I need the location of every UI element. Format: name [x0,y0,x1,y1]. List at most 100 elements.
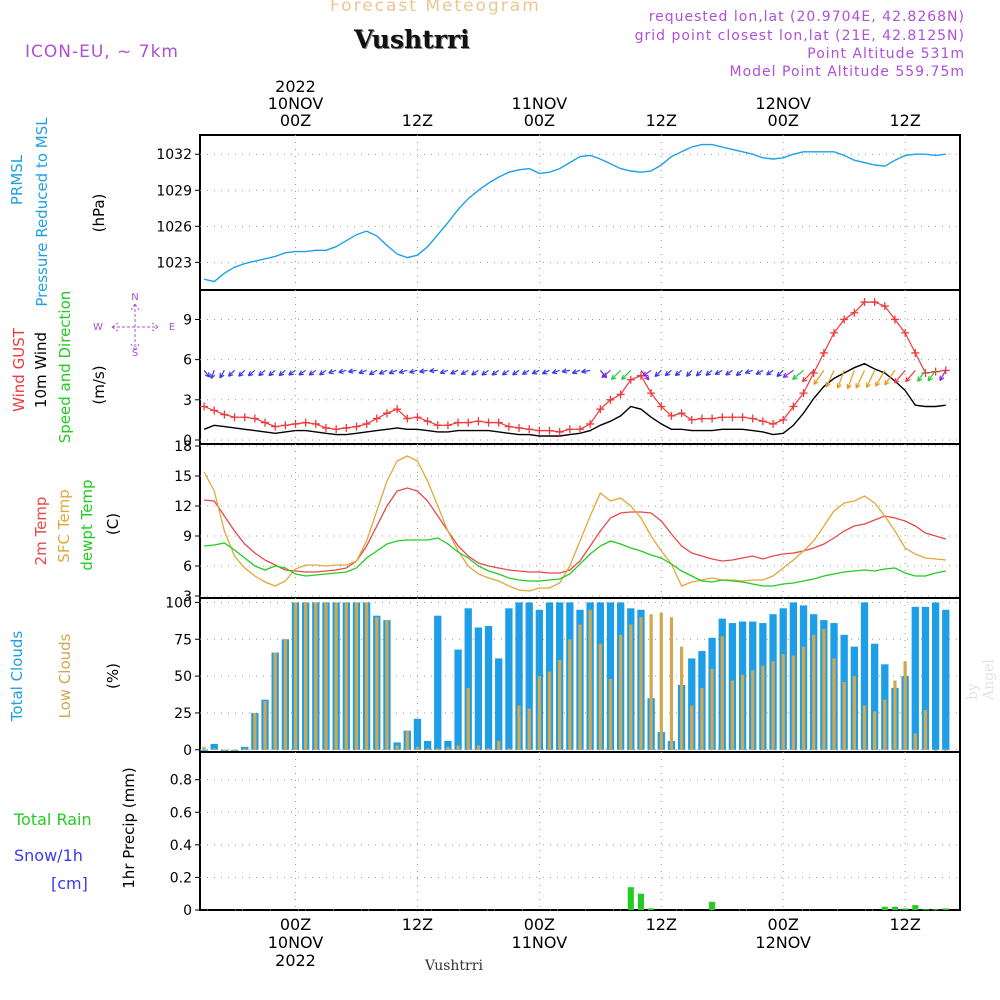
rain-bar [912,905,919,910]
low-cloud-bar [649,614,653,750]
wind-direction-arrow [227,369,235,377]
low-cloud-bar [304,602,308,750]
bottom-time-label: 00Z [768,915,799,934]
low-cloud-bar [507,748,511,750]
gust-marker [484,418,493,427]
low-cloud-bar [415,746,420,750]
wind-direction-arrow [258,369,266,377]
y-tick-label: 1026 [156,219,192,235]
gust-marker [606,395,615,404]
wind-direction-arrow [551,369,560,375]
gust-marker [423,417,432,426]
y-tick-label: 0.8 [170,773,192,789]
total-cloud-bar [515,602,523,750]
watermark: by Angel [965,659,997,700]
gust-marker [515,423,524,432]
compass-north: N [131,292,138,303]
low-cloud-bar [598,643,602,750]
gust-marker [708,414,717,423]
gust-marker [281,421,290,430]
gust-marker [586,419,595,428]
wind-gust-ylabel: Wind GUST [10,327,28,412]
top-time-label: 12Z [402,111,433,130]
pressure-series-line [203,143,946,283]
panel-precipitation: 0 0.2 0.4 0.6 0.8 [170,751,961,919]
gust-marker [545,426,554,435]
low-cloud-bar [537,676,541,750]
low-cloud-bar [395,745,399,750]
gust-marker [454,418,463,427]
bottom-time-label: 00Z [280,915,311,934]
low-cloud-bar [354,602,359,750]
low-cloud-bar [293,602,298,750]
low-cloud-bar [771,661,775,750]
top-time-label: 00Z [524,111,555,130]
wind-direction-arrow [766,369,774,376]
wind-direction-arrow [705,369,713,377]
gust-marker [464,418,473,427]
low-cloud-bar [497,740,501,750]
wind-direction-arrow [388,369,398,375]
wind-direction-arrow [813,370,825,385]
gust-marker [687,415,696,424]
gust-marker [291,419,300,428]
low-cloud-bar [944,749,948,751]
low-cloud-bar [466,687,470,750]
top-time-label: 00Z [768,111,799,130]
wind-direction-arrow [755,369,764,375]
gust-marker [850,308,859,317]
low-cloud-bar [812,634,816,750]
wind-direction-arrow [939,370,947,382]
wind-direction-arrow [378,369,388,375]
low-cloud-bar [436,748,440,750]
total-cloud-bar [423,740,432,750]
low-cloud-bar [619,634,623,750]
wind-direction-arrow [714,369,723,376]
panel-frame [199,289,961,445]
wind-direction-arrow [419,368,428,374]
gust-marker [799,389,808,398]
wind-direction-arrow [825,370,835,388]
precip-unit-label: 1hr Precip (mm) [120,767,138,888]
low-cloud-bar [405,730,409,750]
low-cloud-bar [324,602,328,750]
bottom-time-label: 11NOV [512,933,568,952]
bottom-time-label: 2022 [275,951,316,970]
wind-direction-arrow [744,369,753,375]
gust-marker [718,413,727,422]
top-time-label: 12NOV [755,94,811,113]
y-tick-label: 1032 [156,147,192,163]
wind-direction-arrow [642,369,652,377]
snow-unit-label: [cm] [51,874,88,893]
rain-bar [942,908,949,910]
wind-direction-arrow [792,369,804,381]
footer-location: Vushtrri [425,958,483,974]
low-cloud-bar [212,748,216,750]
low-cloud-bar [243,748,247,750]
gust-marker [626,375,635,384]
rain-bar [922,909,929,911]
gust-marker [535,426,544,435]
low-cloud-bar [913,733,917,750]
top-time-label: 12Z [889,111,920,130]
location-title: Vushtrri [354,25,470,54]
low-cloud-bar [344,602,348,750]
wind-direction-arrow [501,369,510,376]
snow-legend-label: Snow/1h [14,846,83,865]
wind-direction-arrow [348,368,357,374]
low-cloud-bar [852,676,856,750]
wind-direction-arrow [695,369,703,377]
gust-marker [657,402,666,411]
y-tick-label: 12 [174,499,192,515]
wind-direction-arrow [846,370,855,390]
low-cloud-bar [781,654,785,750]
y-tick-label: 0.6 [170,805,192,821]
gust-marker [870,298,879,307]
wind-direction-arrow [460,369,469,376]
wind-direction-arrow [610,369,622,381]
wind-direction-arrow [481,369,489,376]
wind-direction-arrow [210,370,216,380]
total-cloud-bar [484,626,493,750]
wind-direction-arrow [471,369,479,376]
total-cloud-bar [921,606,930,750]
